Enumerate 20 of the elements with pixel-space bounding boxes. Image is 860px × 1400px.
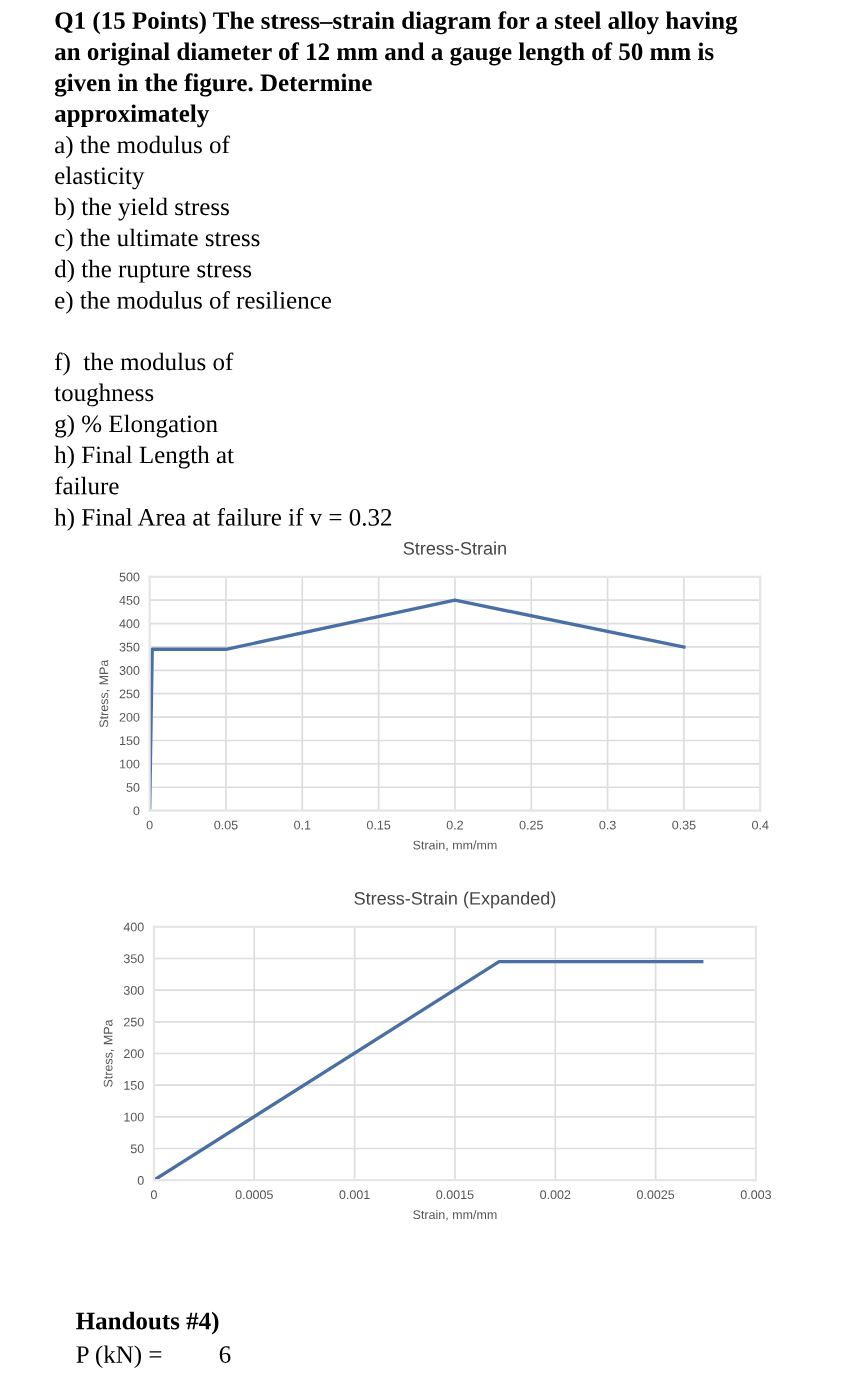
chart-title: Stress-Strain — [403, 541, 506, 555]
text: h) Final Area at failure if v = 0.32 — [54, 507, 392, 531]
text: h) Final Length at — [54, 445, 234, 469]
text: P (kN) = 6 — [76, 1345, 231, 1369]
chart-title: Stress-Strain (Expanded) — [354, 891, 556, 909]
text: elasticity — [55, 166, 145, 190]
text: c) the ultimate stress — [55, 228, 260, 252]
text: b) the yield stress — [54, 197, 229, 221]
text: an original diameter of 12 mm and a gauge length of 50 mm is — [54, 42, 714, 66]
text: a) the modulus of — [55, 135, 230, 159]
text: d) the rupture stress — [55, 259, 252, 283]
text: g) % Elongation — [55, 414, 218, 438]
text: approximately — [54, 104, 210, 128]
text: Handouts #4) — [76, 1311, 219, 1335]
text: toughness — [54, 383, 154, 407]
text: given in the figure. Determine — [54, 73, 372, 97]
text: failure — [54, 476, 119, 495]
text: e) the modulus of resilience — [55, 290, 331, 314]
text: f) the modulus of — [54, 352, 234, 376]
text: Q1 (15 Points) The stress–strain diagram for a steel alloy having — [55, 11, 738, 35]
